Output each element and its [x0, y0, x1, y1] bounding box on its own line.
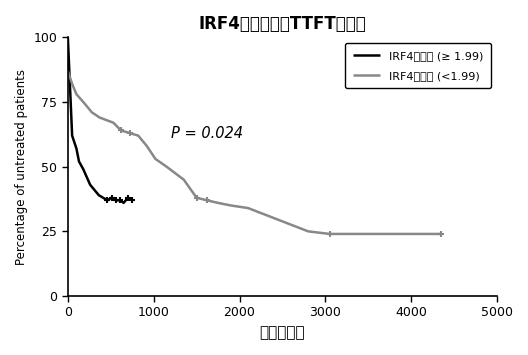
IRF4高表达 (≥ 1.99) — [64, 35, 71, 39]
IRF4高表达 (≥ 1.99) — [100, 196, 106, 200]
IRF4高表达 (≥ 1.99) — [83, 175, 90, 179]
IRF4高表达 (≥ 1.99) — [80, 167, 87, 171]
IRF4低表达 (<1.99) — [73, 92, 80, 96]
IRF4低表达 (<1.99) — [305, 229, 312, 234]
IRF4低表达 (<1.99) — [73, 92, 80, 96]
Line: IRF4高表达 (≥ 1.99): IRF4高表达 (≥ 1.99) — [68, 37, 132, 203]
IRF4低表达 (<1.99) — [103, 118, 110, 122]
IRF4低表达 (<1.99) — [118, 129, 124, 133]
Line: IRF4低表达 (<1.99): IRF4低表达 (<1.99) — [68, 71, 441, 234]
IRF4低表达 (<1.99) — [80, 100, 87, 104]
IRF4低表达 (<1.99) — [110, 121, 117, 125]
IRF4高表达 (≥ 1.99) — [73, 147, 80, 151]
IRF4低表达 (<1.99) — [97, 115, 103, 120]
IRF4低表达 (<1.99) — [64, 69, 71, 73]
IRF4低表达 (<1.99) — [245, 206, 251, 210]
IRF4低表达 (<1.99) — [438, 232, 445, 236]
IRF4高表达 (≥ 1.99) — [96, 193, 102, 197]
IRF4低表达 (<1.99) — [89, 110, 95, 114]
IRF4低表达 (<1.99) — [163, 165, 169, 169]
IRF4低表达 (<1.99) — [305, 229, 312, 234]
IRF4高表达 (≥ 1.99) — [91, 188, 98, 192]
IRF4低表达 (<1.99) — [118, 129, 124, 133]
IRF4低表达 (<1.99) — [193, 196, 200, 200]
IRF4高表达 (≥ 1.99) — [73, 147, 80, 151]
IRF4低表达 (<1.99) — [163, 165, 169, 169]
IRF4高表达 (≥ 1.99) — [129, 198, 135, 202]
IRF4低表达 (<1.99) — [228, 203, 234, 208]
IRF4低表达 (<1.99) — [152, 157, 158, 161]
IRF4高表达 (≥ 1.99) — [129, 198, 135, 202]
IRF4低表达 (<1.99) — [326, 232, 333, 236]
IRF4高表达 (≥ 1.99) — [117, 198, 124, 202]
IRF4低表达 (<1.99) — [181, 178, 187, 182]
IRF4低表达 (<1.99) — [135, 133, 142, 138]
IRF4高表达 (≥ 1.99) — [69, 133, 76, 138]
IRF4低表达 (<1.99) — [89, 110, 95, 114]
IRF4低表达 (<1.99) — [135, 133, 142, 138]
IRF4高表达 (≥ 1.99) — [96, 193, 102, 197]
IRF4低表达 (<1.99) — [144, 144, 150, 148]
IRF4高表达 (≥ 1.99) — [125, 196, 131, 200]
IRF4低表达 (<1.99) — [204, 198, 210, 202]
IRF4高表达 (≥ 1.99) — [104, 198, 110, 202]
IRF4高表达 (≥ 1.99) — [64, 35, 71, 39]
Title: IRF4表达水平对TTFT的影响: IRF4表达水平对TTFT的影响 — [199, 15, 366, 33]
IRF4高表达 (≥ 1.99) — [113, 198, 119, 202]
IRF4高表达 (≥ 1.99) — [108, 196, 115, 200]
IRF4低表达 (<1.99) — [181, 178, 187, 182]
IRF4高表达 (≥ 1.99) — [125, 196, 131, 200]
IRF4低表达 (<1.99) — [228, 203, 234, 208]
IRF4高表达 (≥ 1.99) — [117, 198, 124, 202]
Y-axis label: Percentage of untreated patients: Percentage of untreated patients — [15, 69, 28, 265]
IRF4高表达 (≥ 1.99) — [76, 159, 82, 164]
Text: P = 0.024: P = 0.024 — [171, 126, 243, 141]
IRF4低表达 (<1.99) — [64, 69, 71, 73]
IRF4低表达 (<1.99) — [326, 232, 333, 236]
IRF4高表达 (≥ 1.99) — [104, 198, 110, 202]
IRF4低表达 (<1.99) — [438, 232, 445, 236]
IRF4低表达 (<1.99) — [152, 157, 158, 161]
IRF4低表达 (<1.99) — [97, 115, 103, 120]
IRF4高表达 (≥ 1.99) — [120, 201, 127, 205]
IRF4高表达 (≥ 1.99) — [69, 133, 76, 138]
IRF4高表达 (≥ 1.99) — [91, 188, 98, 192]
IRF4低表达 (<1.99) — [127, 131, 133, 135]
IRF4高表达 (≥ 1.99) — [113, 198, 119, 202]
IRF4低表达 (<1.99) — [144, 144, 150, 148]
IRF4低表达 (<1.99) — [215, 201, 221, 205]
IRF4低表达 (<1.99) — [127, 131, 133, 135]
IRF4高表达 (≥ 1.99) — [100, 196, 106, 200]
IRF4低表达 (<1.99) — [69, 82, 76, 86]
IRF4低表达 (<1.99) — [80, 100, 87, 104]
Legend: IRF4高表达 (≥ 1.99), IRF4低表达 (<1.99): IRF4高表达 (≥ 1.99), IRF4低表达 (<1.99) — [345, 43, 492, 88]
IRF4低表达 (<1.99) — [110, 121, 117, 125]
IRF4高表达 (≥ 1.99) — [120, 201, 127, 205]
IRF4高表达 (≥ 1.99) — [76, 159, 82, 164]
IRF4低表达 (<1.99) — [69, 82, 76, 86]
IRF4低表达 (<1.99) — [204, 198, 210, 202]
IRF4低表达 (<1.99) — [245, 206, 251, 210]
IRF4低表达 (<1.99) — [193, 196, 200, 200]
IRF4低表达 (<1.99) — [215, 201, 221, 205]
IRF4高表达 (≥ 1.99) — [80, 167, 87, 171]
X-axis label: 时间（天）: 时间（天） — [260, 325, 305, 340]
IRF4高表达 (≥ 1.99) — [87, 183, 93, 187]
IRF4高表达 (≥ 1.99) — [83, 175, 90, 179]
IRF4低表达 (<1.99) — [103, 118, 110, 122]
IRF4高表达 (≥ 1.99) — [108, 196, 115, 200]
IRF4高表达 (≥ 1.99) — [87, 183, 93, 187]
